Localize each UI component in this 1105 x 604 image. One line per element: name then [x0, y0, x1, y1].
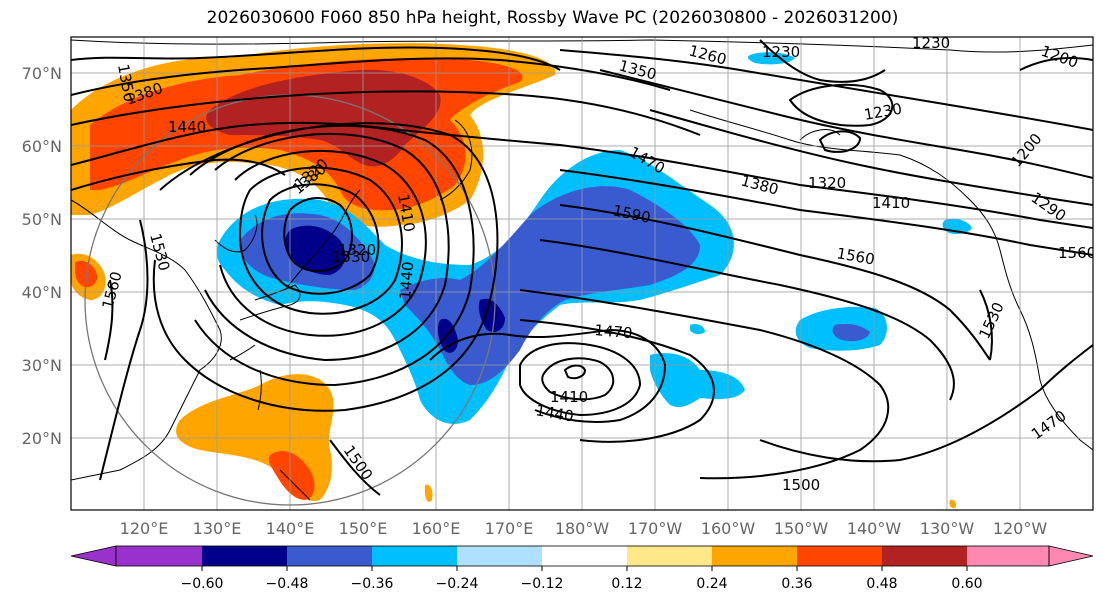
lat-tick-label: 70°N	[22, 64, 62, 83]
colorbar-segment	[287, 546, 372, 566]
colorbar-segment	[116, 546, 202, 566]
lon-tick-label: 180°W	[555, 519, 610, 538]
colorbar-tick-label: 0.24	[696, 576, 727, 592]
map-title: 2026030600 F060 850 hPa height, Rossby W…	[206, 8, 899, 28]
longitude-labels: 120°E 130°E 140°E 150°E 160°E 170°E 180°…	[120, 519, 1048, 538]
colorbar-tick-label: 0.60	[951, 576, 982, 592]
colorbar-segment	[797, 546, 882, 566]
colorbar-segment	[627, 546, 712, 566]
lat-tick-label: 40°N	[22, 283, 62, 302]
colorbar-segment	[882, 546, 967, 566]
lon-tick-label: 130°W	[920, 519, 975, 538]
lat-tick-label: 60°N	[22, 137, 62, 156]
colorbar-extend-high	[1048, 545, 1094, 567]
lon-tick-label: 170°E	[485, 519, 534, 538]
colorbar-tick-label: −0.12	[521, 576, 564, 592]
contour-label: 1410	[872, 194, 910, 212]
colorbar-tick-label: 0.12	[611, 576, 642, 592]
lon-tick-label: 160°E	[412, 519, 461, 538]
colorbar-tick-label: 0.48	[866, 576, 897, 592]
colorbar-segment	[542, 546, 627, 566]
lat-tick-label: 50°N	[22, 210, 62, 229]
contour-label: 1320	[338, 241, 376, 259]
colorbar-segment	[457, 546, 542, 566]
colorbar-segment	[712, 546, 797, 566]
contour-label: 1500	[782, 476, 820, 494]
contour-label: 1470	[594, 321, 634, 342]
lon-tick-label: 130°E	[193, 519, 242, 538]
lon-tick-label: 150°E	[339, 519, 388, 538]
contour-label: 1560	[1058, 244, 1096, 262]
colorbar-tick-label: −0.24	[436, 576, 479, 592]
colorbar: −0.60 −0.48 −0.36 −0.24 −0.12 0.12 0.24 …	[70, 545, 1094, 592]
map-border	[70, 36, 1094, 511]
latitude-labels: 70°N 60°N 50°N 40°N 30°N 20°N	[22, 64, 62, 448]
height-contours	[71, 39, 1093, 496]
lon-tick-label: 150°W	[774, 519, 829, 538]
colorbar-tick-label: 0.36	[781, 576, 812, 592]
colorbar-extend-low	[70, 545, 117, 567]
lat-tick-label: 20°N	[22, 429, 62, 448]
colorbar-segment	[372, 546, 457, 566]
colorbar-tick-label: −0.48	[266, 576, 309, 592]
contour-label: 1440	[168, 118, 206, 136]
lon-tick-label: 160°W	[701, 519, 756, 538]
colorbar-segment	[202, 546, 287, 566]
lon-tick-label: 170°W	[628, 519, 683, 538]
contour-label: 1410	[550, 388, 588, 406]
contour-label: 1230	[762, 43, 800, 61]
colorbar-tick-label: −0.60	[181, 576, 224, 592]
contour-label: 1230	[912, 34, 950, 52]
contour-label: 1440	[396, 261, 417, 301]
colorbar-ticks	[201, 566, 968, 571]
lon-tick-label: 140°E	[266, 519, 315, 538]
contour-label: 1530	[332, 248, 370, 266]
lat-tick-label: 30°N	[22, 356, 62, 375]
lon-tick-label: 120°W	[993, 519, 1048, 538]
lon-tick-label: 120°E	[120, 519, 169, 538]
colorbar-segment	[967, 546, 1049, 566]
contour-label: 1320	[808, 174, 846, 192]
lon-tick-label: 140°W	[847, 519, 902, 538]
colorbar-tick-label: −0.36	[351, 576, 394, 592]
